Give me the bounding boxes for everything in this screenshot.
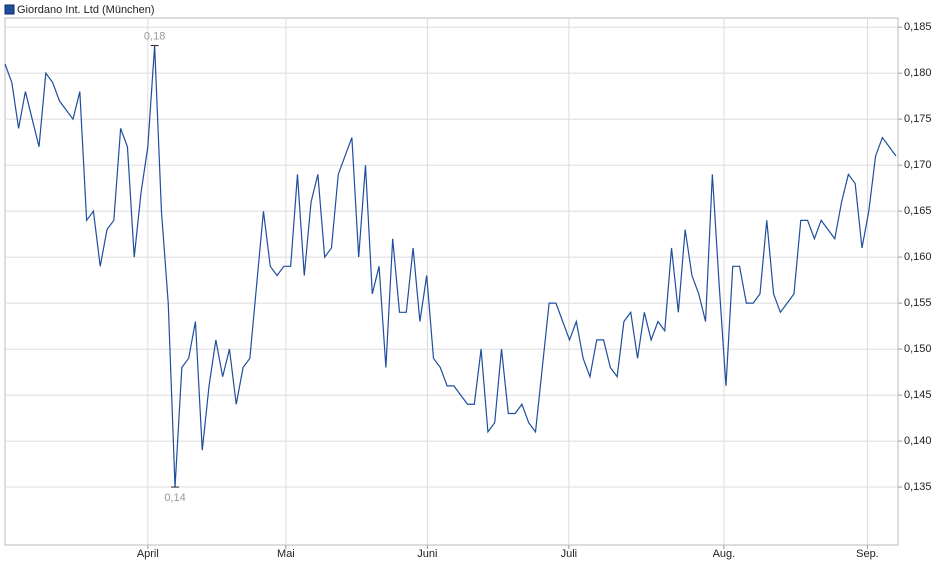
y-tick-label: 0,170 xyxy=(904,159,932,171)
y-tick-label: 0,175 xyxy=(904,113,932,125)
y-tick-label: 0,140 xyxy=(904,435,932,447)
y-tick-label: 0,155 xyxy=(904,297,932,309)
extreme-label: 0,18 xyxy=(144,30,165,42)
y-tick-label: 0,165 xyxy=(904,205,932,217)
legend-label: Giordano Int. Ltd (München) xyxy=(17,4,155,16)
y-tick-label: 0,180 xyxy=(904,67,932,79)
y-tick-label: 0,160 xyxy=(904,251,932,263)
x-tick-label: April xyxy=(137,548,159,560)
price-line xyxy=(4,45,897,488)
x-tick-label: Juni xyxy=(417,548,437,560)
extreme-label: 0,14 xyxy=(164,492,185,504)
y-tick-label: 0,135 xyxy=(904,481,932,493)
y-tick-label: 0,185 xyxy=(904,21,932,33)
y-tick-label: 0,145 xyxy=(904,389,932,401)
x-tick-label: Juli xyxy=(561,548,578,560)
x-tick-label: Aug. xyxy=(713,548,736,560)
x-tick-label: Sep. xyxy=(856,548,879,560)
plot-frame xyxy=(4,17,899,546)
x-tick-label: Mai xyxy=(277,548,295,560)
y-tick-label: 0,150 xyxy=(904,343,932,355)
legend-swatch xyxy=(4,4,15,15)
